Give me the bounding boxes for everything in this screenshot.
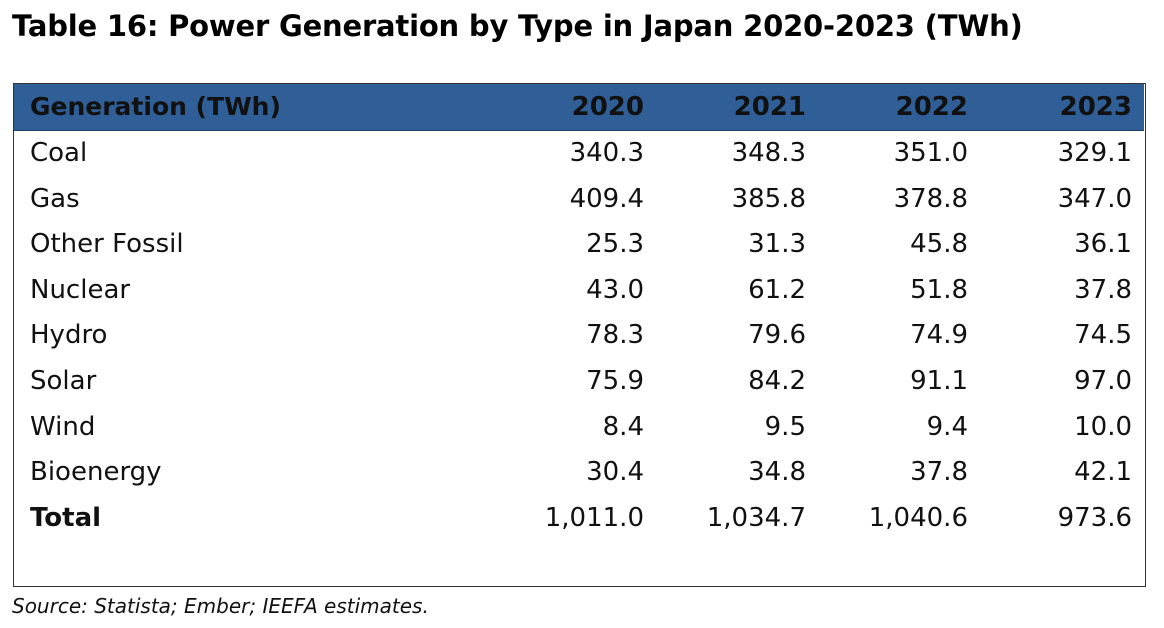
cell-value: 34.8 <box>748 457 806 488</box>
cell-value: 9.5 <box>764 411 806 442</box>
table-row-coal: Coal 340.3 348.3 351.0 329.1 <box>14 131 1144 177</box>
cell-value: 78.3 <box>586 320 644 351</box>
cell-value: 348.3 <box>731 138 806 168</box>
table-row-gas: Gas 409.4 385.8 378.8 347.0 <box>14 177 1144 223</box>
row-label: Nuclear <box>30 274 131 305</box>
table-row-total: Total 1,011.0 1,034.7 1,040.6 973.6 <box>14 496 1144 542</box>
cell-value: 1,040.6 <box>868 502 968 533</box>
header-year-2022: 2022 <box>818 84 980 131</box>
cell-value: 61.2 <box>748 274 806 305</box>
cell-value: 97.0 <box>1074 365 1132 396</box>
cell-value: 75.9 <box>586 365 644 396</box>
table-row-wind: Wind 8.4 9.5 9.4 10.0 <box>14 405 1144 451</box>
cell-value: 79.6 <box>748 320 806 351</box>
row-label: Other Fossil <box>30 229 184 260</box>
cell-value: 45.8 <box>910 229 968 260</box>
row-label: Wind <box>30 411 96 442</box>
cell-value: 409.4 <box>569 183 644 214</box>
table-row-solar: Solar 75.9 84.2 91.1 97.0 <box>14 359 1144 405</box>
cell-value: 84.2 <box>748 365 806 396</box>
cell-value: 74.9 <box>910 320 968 351</box>
table-body: Coal 340.3 348.3 351.0 329.1 Gas 409.4 3… <box>14 131 1144 542</box>
header-year-2020: 2020 <box>494 84 656 131</box>
table-frame: Generation (TWh) 2020 2021 2022 2023 Coa… <box>13 83 1146 587</box>
cell-value: 43.0 <box>586 274 644 305</box>
cell-value: 340.3 <box>569 138 644 168</box>
cell-value: 10.0 <box>1074 411 1132 442</box>
source-note: Source: Statista; Ember; IEEFA estimates… <box>12 594 429 618</box>
cell-value: 91.1 <box>910 365 968 396</box>
table-row-bioenergy: Bioenergy 30.4 34.8 37.8 42.1 <box>14 450 1144 496</box>
cell-value: 347.0 <box>1057 183 1132 214</box>
cell-value: 42.1 <box>1074 457 1132 488</box>
cell-value: 30.4 <box>586 457 644 488</box>
row-label: Solar <box>30 365 97 396</box>
cell-value: 378.8 <box>893 183 968 214</box>
row-label: Coal <box>30 138 88 168</box>
cell-value: 31.3 <box>748 229 806 260</box>
cell-value: 351.0 <box>893 138 968 168</box>
cell-value: 1,011.0 <box>544 502 644 533</box>
cell-value: 9.4 <box>926 411 968 442</box>
cell-value: 37.8 <box>910 457 968 488</box>
cell-value: 51.8 <box>910 274 968 305</box>
row-label: Bioenergy <box>30 457 162 488</box>
header-row: Generation (TWh) 2020 2021 2022 2023 <box>14 84 1144 131</box>
row-label: Total <box>30 502 102 533</box>
cell-value: 8.4 <box>602 411 644 442</box>
table-row-nuclear: Nuclear 43.0 61.2 51.8 37.8 <box>14 268 1144 314</box>
cell-value: 329.1 <box>1057 138 1132 168</box>
header-year-2023: 2023 <box>980 84 1144 131</box>
row-label: Hydro <box>30 320 108 351</box>
cell-value: 1,034.7 <box>706 502 806 533</box>
cell-value: 973.6 <box>1057 502 1132 533</box>
row-label: Gas <box>30 183 80 214</box>
table-row-other-fossil: Other Fossil 25.3 31.3 45.8 36.1 <box>14 222 1144 268</box>
cell-value: 36.1 <box>1074 229 1132 260</box>
table-header: Generation (TWh) 2020 2021 2022 2023 <box>14 84 1144 131</box>
table-row-hydro: Hydro 78.3 79.6 74.9 74.5 <box>14 313 1144 359</box>
cell-value: 25.3 <box>586 229 644 260</box>
cell-value: 37.8 <box>1074 274 1132 305</box>
header-label: Generation (TWh) <box>14 84 494 131</box>
cell-value: 74.5 <box>1074 320 1132 351</box>
header-year-2021: 2021 <box>656 84 818 131</box>
generation-table: Generation (TWh) 2020 2021 2022 2023 Coa… <box>14 84 1144 541</box>
cell-value: 385.8 <box>731 183 806 214</box>
table-title: Table 16: Power Generation by Type in Ja… <box>12 9 1023 43</box>
